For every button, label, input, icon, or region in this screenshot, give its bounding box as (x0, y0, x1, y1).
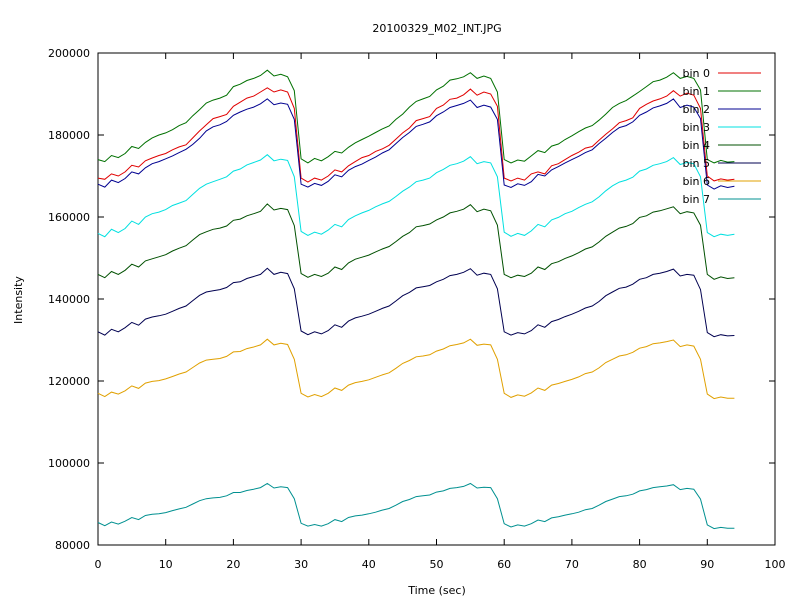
legend-label: bin 1 (682, 85, 710, 98)
series-line-bin-5 (97, 267, 735, 338)
series-line-bin-7 (97, 482, 735, 530)
x-axis-label: Time (sec) (407, 584, 466, 597)
legend: bin 0 bin 1 bin 2 bin 3 bin 4 bin 5 bin 6 bin 7 (682, 67, 761, 206)
y-tick-label: 180000 (48, 129, 90, 142)
y-tick-label: 100000 (48, 457, 90, 470)
x-tick-label: 40 (362, 558, 376, 571)
x-tick-label: 80 (633, 558, 647, 571)
x-tick-label: 0 (95, 558, 102, 571)
y-axis-label: Intensity (12, 276, 25, 324)
y-tick-label: 200000 (48, 47, 90, 60)
y-tick-label: 80000 (55, 539, 90, 552)
legend-label: bin 6 (682, 175, 710, 188)
plot-frame (97, 52, 776, 546)
legend-label: bin 3 (682, 121, 710, 134)
legend-label: bin 7 (682, 193, 710, 206)
series-line-bin-4 (97, 203, 735, 280)
legend-label: bin 5 (682, 157, 710, 170)
series-lines (97, 69, 735, 530)
x-tick-label: 10 (159, 558, 173, 571)
x-tick-label: 70 (565, 558, 579, 571)
y-tick-label: 120000 (48, 375, 90, 388)
x-tick-label: 90 (700, 558, 714, 571)
x-tick-label: 100 (765, 558, 786, 571)
x-tick-label: 20 (226, 558, 240, 571)
x-tick-label: 60 (497, 558, 511, 571)
series-line-bin-2 (97, 98, 735, 190)
axis-ticks: 0 10 20 30 40 50 60 70 80 90 100 80000 100000 120000 1… (48, 47, 786, 571)
series-line-bin-6 (97, 338, 735, 400)
legend-label: bin 2 (682, 103, 710, 116)
chart-title: 20100329_M02_INT.JPG (372, 22, 501, 35)
x-tick-label: 30 (294, 558, 308, 571)
x-tick-label: 50 (430, 558, 444, 571)
series-line-bin-3 (97, 154, 735, 238)
y-tick-label: 160000 (48, 211, 90, 224)
series-line-bin-1 (97, 69, 735, 164)
legend-label: bin 0 (682, 67, 710, 80)
series-line-bin-0 (97, 87, 735, 183)
legend-label: bin 4 (682, 139, 710, 152)
y-tick-label: 140000 (48, 293, 90, 306)
